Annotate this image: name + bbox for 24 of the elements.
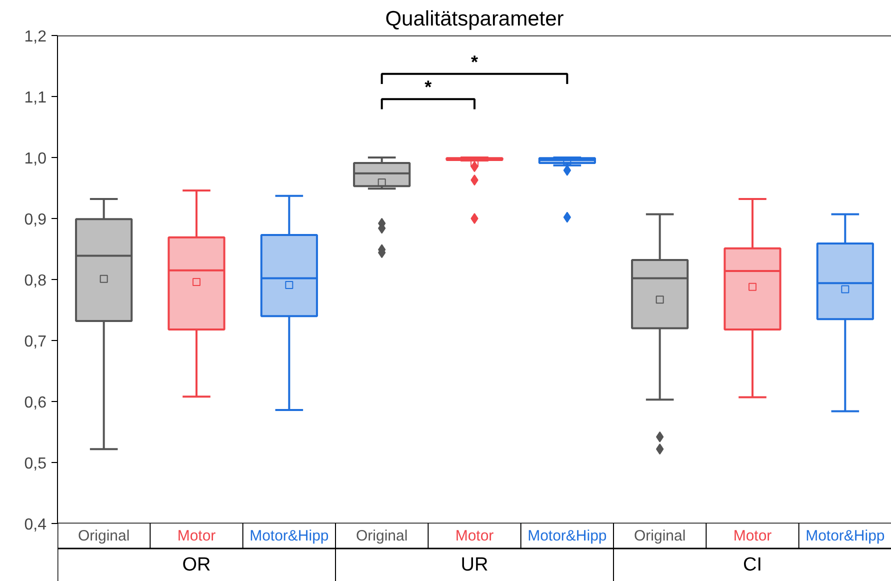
y-tick-label: 0,9 bbox=[24, 212, 47, 228]
x-tick-label: OR bbox=[182, 554, 211, 576]
text: Motor bbox=[455, 528, 494, 544]
y-tick-label: 0,4 bbox=[24, 516, 47, 534]
y-tick-label: 0,8 bbox=[24, 272, 47, 290]
annotation: * bbox=[471, 52, 478, 72]
y-tick-label: 0,7 bbox=[24, 334, 47, 350]
text: Motor&Hipp bbox=[806, 528, 885, 544]
text: Original bbox=[78, 528, 130, 544]
x-tick-label: UR bbox=[460, 554, 488, 576]
text: Motor&Hipp bbox=[528, 528, 607, 544]
y-tick-label: 1,0 bbox=[24, 150, 47, 168]
text: Motor bbox=[733, 528, 772, 544]
x-tick-label: CI bbox=[743, 554, 762, 576]
chart-title: Qualitätsparameter bbox=[385, 8, 564, 30]
y-tick-label: 0,5 bbox=[24, 456, 47, 472]
text: Motor&Hipp bbox=[250, 528, 329, 544]
y-tick-label: 0,6 bbox=[24, 394, 47, 412]
y-tick-label: 1,2 bbox=[24, 28, 47, 46]
text: Original bbox=[634, 528, 686, 544]
text: Motor bbox=[177, 528, 216, 544]
annotation: * bbox=[424, 77, 432, 98]
y-tick-label: 1,1 bbox=[24, 90, 47, 106]
text: Original bbox=[356, 528, 408, 544]
